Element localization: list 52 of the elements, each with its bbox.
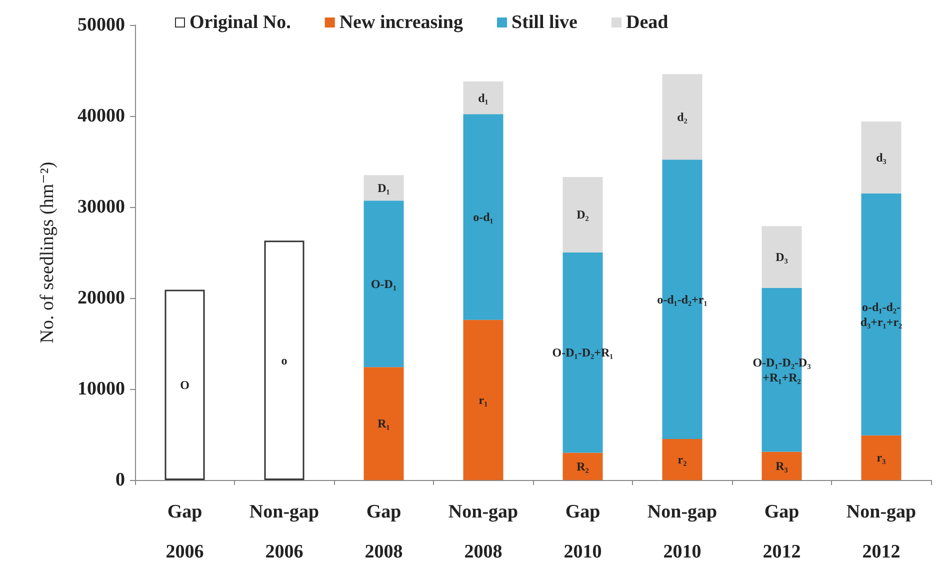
- data-label: R₃: [776, 458, 788, 473]
- data-label: R₁: [378, 416, 390, 431]
- data-label: o: [281, 353, 288, 368]
- x-tick-label: Gap 2006: [166, 502, 204, 562]
- legend-label: Still live: [512, 12, 578, 33]
- data-label: D₂: [576, 208, 590, 222]
- data-label: r₁: [478, 392, 488, 407]
- data-label: R₂: [576, 459, 590, 474]
- data-label: r₂: [678, 452, 688, 467]
- y-tick-label: 40000: [78, 106, 125, 126]
- x-tick-label: Gap 2010: [564, 502, 602, 562]
- bar: [861, 435, 902, 480]
- legend-label: New increasing: [339, 12, 464, 33]
- data-label: d₂: [677, 110, 688, 124]
- bar: [662, 74, 702, 160]
- x-tick-label: Non-gap 2008: [448, 502, 518, 562]
- bar: [762, 226, 802, 288]
- bar: [463, 81, 504, 114]
- bar: [364, 175, 404, 201]
- y-tick-label: 20000: [78, 288, 125, 308]
- x-tick-label: Gap 2012: [762, 502, 801, 562]
- data-label: D₁: [378, 180, 390, 195]
- x-tick-label: Non-gap 2010: [647, 502, 718, 562]
- x-tick-label: Non-gap 2012: [846, 502, 916, 562]
- legend-label: Dead: [626, 12, 669, 33]
- x-tick-label: Gap 2008: [364, 502, 403, 562]
- data-label: r₃: [876, 450, 886, 465]
- bar: [164, 290, 205, 480]
- bar: [662, 439, 702, 480]
- legend-label: Original No.: [190, 12, 291, 33]
- bar: [861, 193, 902, 436]
- bar: [762, 452, 802, 480]
- data-label: D₃: [776, 250, 788, 264]
- bar: [562, 176, 603, 252]
- y-axis-title: No. of seedlings (hm⁻²): [37, 162, 58, 344]
- data-label: O: [180, 378, 190, 392]
- bar: [264, 240, 304, 480]
- y-tick-label: 30000: [78, 196, 125, 218]
- x-tick-label: Non-gap 2006: [249, 502, 320, 562]
- bar: [861, 121, 902, 194]
- y-tick-label: 10000: [78, 378, 125, 400]
- data-label: d₃: [876, 150, 887, 164]
- bar: [562, 452, 603, 480]
- data-label: o-d₁: [473, 210, 494, 224]
- bar: [364, 367, 404, 480]
- bar: [364, 200, 404, 368]
- y-tick-label: 0: [116, 470, 125, 490]
- data-label: O-D₁: [370, 276, 397, 291]
- bar: [463, 320, 504, 480]
- data-label: d₁: [478, 90, 489, 105]
- y-tick-label: 50000: [78, 14, 125, 36]
- bar: [463, 114, 504, 320]
